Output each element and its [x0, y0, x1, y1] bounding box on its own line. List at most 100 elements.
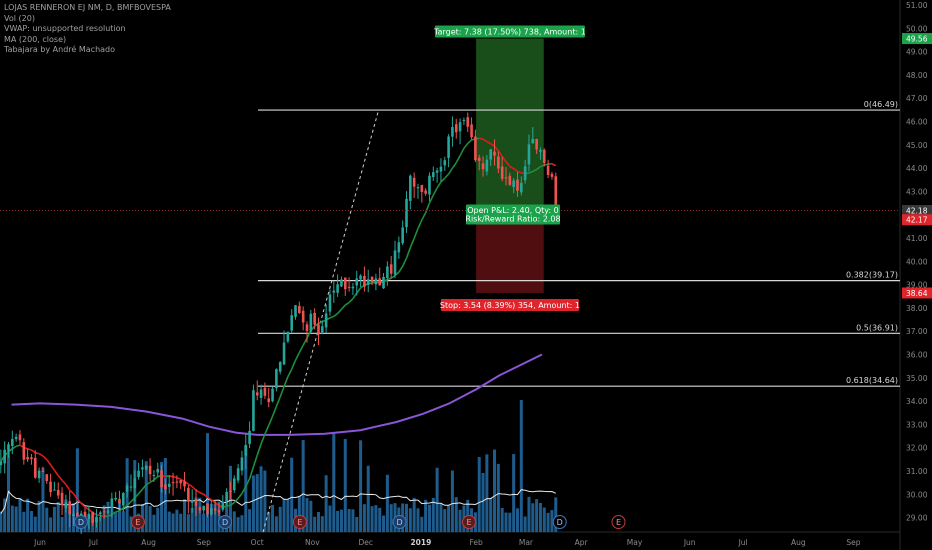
candle-body	[554, 176, 558, 211]
candle-body	[443, 160, 447, 166]
candle-body	[259, 389, 263, 398]
dividend-marker-letter: D	[396, 518, 402, 527]
volume-bar	[45, 507, 49, 532]
volume-bar	[33, 516, 37, 532]
volume-bar	[332, 432, 336, 532]
volume-bar	[324, 475, 328, 532]
volume-bar	[458, 509, 462, 532]
price-tick-label: 48.00	[906, 71, 928, 80]
volume-bar	[435, 467, 439, 532]
candle-body	[164, 484, 167, 490]
candle-body	[512, 180, 515, 187]
short-ma-segment	[111, 511, 117, 516]
candle-body	[72, 513, 75, 517]
candle-body	[91, 511, 94, 524]
volume-bar	[385, 474, 389, 532]
short-ma-segment	[38, 452, 44, 457]
short-ma-segment	[459, 147, 465, 157]
price-tick-label: 30.00	[906, 490, 928, 499]
volume-bar	[114, 512, 118, 532]
candle-body	[37, 470, 41, 479]
candle-body	[504, 177, 508, 179]
price-axis: 29.00 30.00 31.00 32.00 33.00 34.00 35.00 36.00…	[902, 1, 932, 523]
volume-bar	[355, 517, 359, 532]
indicator-tabajara[interactable]: Tabajara by André Machado	[4, 45, 116, 54]
volume-bar	[485, 454, 489, 532]
symbol-title[interactable]: LOJAS RENNERON EJ NM, D, BMFBOVESPA	[4, 3, 171, 12]
candle-body	[26, 456, 29, 460]
time-tick-label: Sep	[846, 538, 860, 547]
short-ma-segment	[486, 140, 492, 145]
candle-body	[290, 315, 293, 331]
short-ma-segment	[544, 163, 549, 166]
short-ma-segment	[119, 507, 124, 512]
volume-bar	[129, 516, 133, 532]
volume-bar	[75, 448, 79, 532]
candle-body	[382, 276, 385, 289]
candle-body	[0, 461, 3, 466]
candle-body	[386, 266, 389, 278]
volume-bar	[489, 497, 493, 532]
short-ma-segment	[53, 469, 59, 477]
candle-body	[152, 475, 156, 477]
candle-body	[278, 362, 282, 372]
candle-body	[229, 490, 232, 492]
volume-bar	[271, 504, 275, 532]
short-ma-segment	[248, 466, 255, 480]
short-ma-segment	[96, 514, 101, 517]
earnings-marker	[130, 515, 145, 529]
indicator-vwap[interactable]: VWAP: unsupported resolution	[4, 24, 126, 33]
volume-bar	[504, 512, 508, 532]
volume-bar	[263, 470, 267, 532]
candle-body	[539, 149, 542, 152]
volume-bar	[519, 400, 523, 532]
volume-bar	[359, 440, 363, 532]
time-tick-label: Oct	[251, 538, 264, 547]
short-ma-segment	[141, 484, 147, 490]
volume-bar	[366, 465, 370, 532]
volume-bar	[420, 516, 424, 532]
price-tick-label: 31.00	[906, 467, 928, 476]
indicator-volume[interactable]: Vol (20)	[4, 13, 35, 23]
candle-body	[263, 387, 267, 396]
price-tag-label: 42.18	[906, 207, 928, 216]
candle-body	[474, 136, 477, 161]
short-ma-segment	[532, 168, 537, 173]
time-tick-label: Aug	[141, 538, 156, 547]
candle-body	[301, 310, 305, 323]
candle-body	[497, 156, 500, 169]
short-ma-segment	[348, 298, 354, 304]
stop-label-box	[440, 298, 579, 311]
volume-bar	[297, 496, 301, 532]
candle-body	[179, 480, 183, 484]
volume-bar	[102, 505, 106, 532]
price-tag-box	[902, 287, 932, 299]
short-ma-segment	[149, 479, 155, 483]
indicator-ma200[interactable]: MA (200, close)	[4, 34, 67, 44]
price-tick-label: 33.00	[906, 420, 928, 429]
candle-body	[68, 501, 72, 515]
volume-bar	[389, 504, 393, 532]
candle-body	[462, 119, 466, 122]
price-tick-label: 29.00	[906, 514, 928, 523]
risk-reward-label: Risk/Reward Ratio: 2.08	[465, 215, 560, 224]
earnings-marker-letter: E	[297, 518, 302, 527]
fib-level-label: 0(46.49)	[864, 100, 898, 109]
volume-bar	[290, 457, 294, 532]
short-ma-segment	[333, 312, 339, 318]
short-ma-segment	[290, 359, 297, 370]
short-ma-segment	[306, 330, 312, 339]
short-ma-segment	[229, 501, 235, 506]
volume-bar	[64, 499, 68, 532]
volume-bar	[554, 497, 558, 532]
candle-body	[351, 286, 355, 289]
short-ma-segment	[46, 459, 52, 466]
candle-body	[535, 139, 538, 150]
candle-body	[435, 170, 439, 173]
volume-bar	[213, 503, 217, 532]
short-ma-segment	[100, 514, 105, 518]
volume-bar	[450, 470, 454, 532]
volume-bar	[18, 497, 22, 532]
volume-bar	[336, 510, 340, 532]
